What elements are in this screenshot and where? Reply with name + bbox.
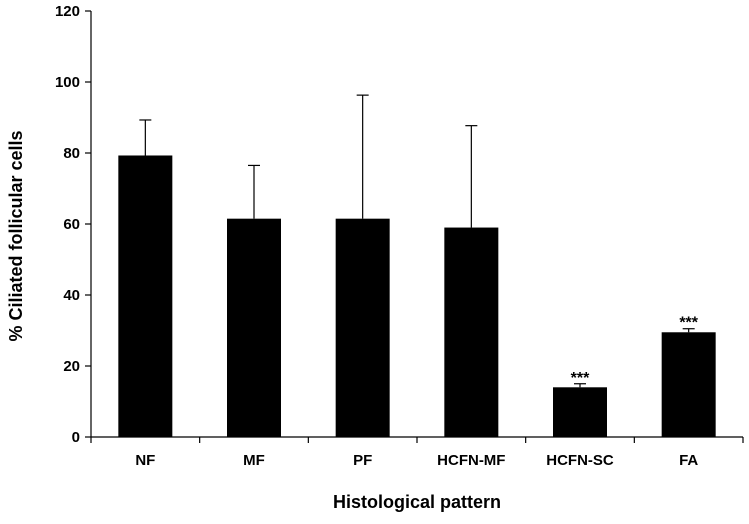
x-tick-label: FA xyxy=(679,452,698,469)
bar-nf xyxy=(118,155,173,438)
significance-markers-group: *** *** xyxy=(571,315,699,387)
error-bars-group xyxy=(139,94,695,388)
x-tick-label: HCFN-SC xyxy=(546,452,614,469)
bars-group xyxy=(118,155,716,438)
x-tick-label: PF xyxy=(353,452,372,469)
bar-pf xyxy=(335,218,390,437)
y-axis: 0 20 40 60 80 100 120 xyxy=(55,3,92,446)
y-tick-label: 120 xyxy=(55,3,80,20)
significance-marker: *** xyxy=(679,315,698,332)
y-tick-label: 80 xyxy=(63,145,80,162)
y-axis-title: % Ciliated follicular cells xyxy=(6,130,26,341)
bar-fa xyxy=(661,332,716,437)
y-tick-label: 0 xyxy=(72,429,80,446)
x-tick-label: HCFN-MF xyxy=(437,452,505,469)
x-axis: NF MF PF HCFN-MF HCFN-SC FA xyxy=(90,436,744,469)
bar-hcfn-sc xyxy=(553,387,607,437)
y-tick-label: 40 xyxy=(63,287,80,304)
bar-mf xyxy=(227,218,281,437)
y-tick-label: 20 xyxy=(63,358,80,375)
significance-marker: *** xyxy=(571,370,590,387)
y-tick-label: 100 xyxy=(55,74,80,91)
x-axis-title: Histological pattern xyxy=(333,492,501,512)
x-tick-label: MF xyxy=(243,452,265,469)
x-tick-label: NF xyxy=(135,452,155,469)
bar-hcfn-mf xyxy=(444,227,499,437)
y-tick-label: 60 xyxy=(63,216,80,233)
